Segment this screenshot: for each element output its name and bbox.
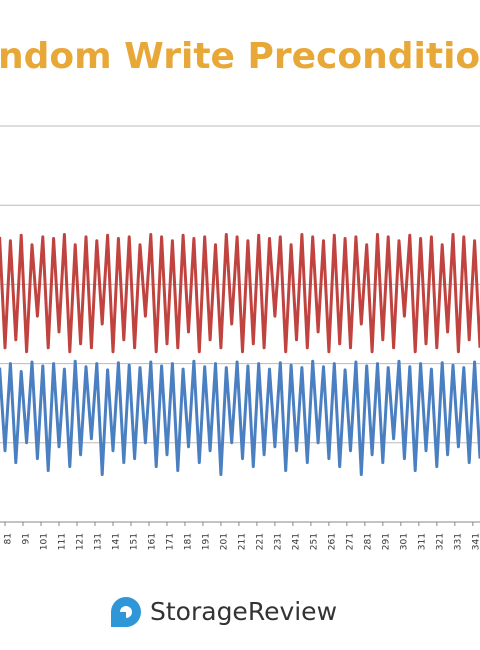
series-line — [0, 359, 480, 476]
x-tick-label: 191 — [201, 533, 211, 550]
x-tick-label: 321 — [435, 533, 445, 550]
x-tick-label: 91 — [22, 533, 32, 544]
x-tick-label: 241 — [291, 533, 301, 550]
x-tick-label: 161 — [147, 533, 157, 550]
x-tick-label: 251 — [309, 533, 319, 550]
x-tick-label: 271 — [345, 533, 355, 550]
series-line — [0, 233, 480, 354]
x-tick-label: 151 — [129, 533, 139, 550]
x-tick-label: 101 — [40, 533, 50, 550]
x-tick-label: 311 — [417, 533, 427, 550]
x-tick-label: 231 — [273, 533, 283, 550]
logo: StorageReview — [111, 597, 337, 627]
x-tick-label: 211 — [237, 533, 247, 550]
x-tick-label: 341 — [471, 533, 480, 550]
chart-title: ndom Write Preconditio — [0, 36, 480, 77]
x-tick-label: 131 — [93, 533, 103, 550]
x-tick-label: 291 — [381, 533, 391, 550]
x-tick-label: 141 — [111, 533, 121, 550]
x-tick-label: 81 — [4, 533, 14, 544]
x-tick-label: 171 — [165, 533, 175, 550]
x-tick-label: 181 — [183, 533, 193, 550]
x-tick-label: 201 — [219, 533, 229, 550]
x-tick-label: 221 — [255, 533, 265, 550]
logo-icon-corner — [111, 612, 126, 627]
x-tick-label: 261 — [327, 533, 337, 550]
x-tick-label: 281 — [363, 533, 373, 550]
x-tick-label: 331 — [453, 533, 463, 550]
logo-text: StorageReview — [150, 597, 337, 626]
x-tick-label: 111 — [58, 533, 68, 550]
x-tick-label: 301 — [399, 533, 409, 550]
x-tick-label: 121 — [76, 533, 86, 550]
